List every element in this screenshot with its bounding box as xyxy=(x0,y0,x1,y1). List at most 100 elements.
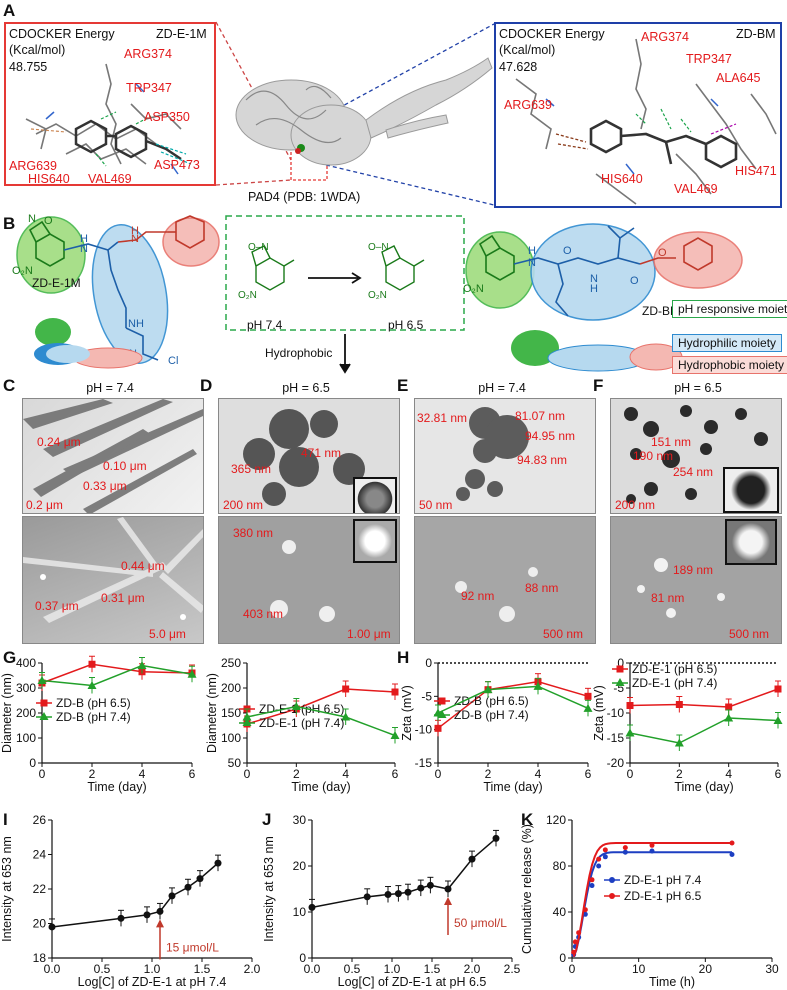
y-tick-label: -20 xyxy=(607,756,625,770)
y-tick-label: -10 xyxy=(415,723,433,737)
data-point xyxy=(394,890,402,898)
y-tick-label: -10 xyxy=(607,706,625,720)
residue-label: VAL469 xyxy=(88,172,132,186)
data-point xyxy=(384,891,392,899)
x-tick-label: 0.5 xyxy=(344,962,361,976)
legend-label: ZD-B (pH 6.5) xyxy=(56,696,131,710)
data-point xyxy=(582,911,588,917)
y-tick-label: -15 xyxy=(607,731,625,745)
compound-name: ZD-E-1M xyxy=(156,27,207,41)
svg-text:O: O xyxy=(630,275,639,287)
tem-image-e-top: 32.81 nm 81.07 nm 94.95 nm 94.83 nm 50 n… xyxy=(414,398,596,514)
data-point xyxy=(773,716,783,724)
data-point xyxy=(571,949,577,955)
svg-text:O: O xyxy=(44,215,53,227)
data-point xyxy=(137,661,147,669)
residue-label: ARG374 xyxy=(124,47,172,61)
y-tick-label: 0 xyxy=(299,951,306,965)
panel-letter-j: J xyxy=(262,810,272,829)
series-line xyxy=(246,705,396,737)
x-tick-label: 2 xyxy=(293,767,300,781)
scale-bar: 500 nm xyxy=(543,627,584,641)
data-point xyxy=(37,676,47,684)
y-axis-label: Diameter (nm) xyxy=(0,673,14,753)
data-point xyxy=(582,907,588,913)
y-tick-label: 0 xyxy=(559,951,566,965)
y-tick-label: -5 xyxy=(421,689,432,703)
chart-g-zd-b-diameter: 0 2 4 6 0 100 200 300 400 Time (day) Diameter (nm)… xyxy=(0,655,197,794)
data-point xyxy=(468,855,476,863)
data-point xyxy=(483,685,493,694)
legend-label: ZD-E-1 pH 6.5 xyxy=(624,889,702,903)
legend-label: ZD-B (pH 7.4) xyxy=(56,710,131,724)
tem-title: pH = 7.4 xyxy=(478,381,526,395)
ph-label: pH 6.5 xyxy=(388,318,424,332)
data-point xyxy=(156,907,164,915)
docking-box-zd-e-1m: CDOCKER Energy (Kcal/mol) 48.755 ZD-E-1M… xyxy=(4,22,216,186)
data-point xyxy=(729,840,735,846)
series-line xyxy=(311,837,497,909)
series-line xyxy=(41,664,193,687)
y-tick-label: 20 xyxy=(293,859,307,873)
docking-pose-zd-bm xyxy=(515,38,777,205)
panel-letter-i: I xyxy=(3,810,8,829)
scale-bar: 50 nm xyxy=(419,498,453,512)
svg-text:H: H xyxy=(590,283,598,295)
svg-text:H: H xyxy=(528,245,536,257)
y-tick-label: 400 xyxy=(16,656,36,670)
x-tick-label: 1.0 xyxy=(144,962,161,976)
chart-h-zd-e-1-zeta: 0 2 4 6 0 -5 -10 -15 -20 Time (day) Zeta (mV) ZD-E-… xyxy=(592,656,783,794)
data-point xyxy=(602,854,608,860)
x-tick-label: 4 xyxy=(342,767,349,781)
scale-bar: 1.00 μm xyxy=(347,627,391,641)
compound-label-zd-e-1m: ZD-E-1M xyxy=(32,276,81,290)
y-tick-label: 150 xyxy=(221,706,241,720)
tem-measurement: 403 nm xyxy=(243,607,284,621)
x-tick-label: 0.0 xyxy=(304,962,321,976)
data-point xyxy=(390,731,400,739)
tem-measurement: 0.44 μm xyxy=(121,559,165,573)
y-tick-label: 120 xyxy=(546,813,566,827)
tem-image-f-top: 151 nm 190 nm 254 nm 200 nm xyxy=(610,398,782,514)
annotation-label: 15 μmol/L xyxy=(166,940,219,954)
x-axis-label: Time (h) xyxy=(649,975,695,989)
residue-label: HIS640 xyxy=(601,172,643,186)
y-tick-label: 0 xyxy=(617,656,624,670)
tem-measurement: 365 nm xyxy=(231,462,272,476)
tem-image-f-bottom: 189 nm 81 nm 500 nm xyxy=(610,516,782,644)
residue-label: ALA645 xyxy=(716,71,761,85)
x-tick-label: 1.0 xyxy=(384,962,401,976)
tem-inset-image xyxy=(353,477,397,513)
tem-measurement: 0.24 μm xyxy=(37,435,81,449)
y-tick-label: 80 xyxy=(553,859,567,873)
x-tick-label: 6 xyxy=(775,767,782,781)
data-point xyxy=(649,842,655,848)
scale-bar: 500 nm xyxy=(729,627,770,641)
energy-unit: (Kcal/mol) xyxy=(499,43,556,57)
data-point xyxy=(583,703,593,712)
y-tick-label: 18 xyxy=(33,951,47,965)
compound-name: ZD-BM xyxy=(736,27,776,41)
data-point xyxy=(576,930,582,936)
data-point xyxy=(342,685,350,693)
legend-label: ZD-E-1 (pH 7.4) xyxy=(259,716,344,730)
data-point xyxy=(625,728,635,737)
x-tick-label: 10 xyxy=(632,962,646,976)
y-tick-label: 10 xyxy=(293,905,307,919)
chart-i-intensity-ph74: 0.0 0.5 1.0 1.5 2.0 18 20 22 24 26 Log[C] of ZD-E-… xyxy=(0,813,261,989)
data-point xyxy=(674,738,684,747)
data-point xyxy=(589,877,595,883)
x-tick-label: 4 xyxy=(535,767,542,781)
svg-text:H: H xyxy=(80,233,88,245)
panel-letter-d: D xyxy=(200,376,213,395)
residue-label: TRP347 xyxy=(126,81,172,95)
y-tick-label: -15 xyxy=(415,756,433,770)
chart-k-cumulative-release: 0 10 20 30 0 40 80 120 Time (h) Cumulative releas… xyxy=(520,813,779,989)
data-point xyxy=(187,669,197,678)
x-tick-label: 0 xyxy=(435,767,442,781)
x-tick-label: 4 xyxy=(139,767,146,781)
data-point xyxy=(214,859,222,867)
residue-label: HIS471 xyxy=(735,164,777,178)
data-point xyxy=(363,893,371,901)
tem-inset-image xyxy=(353,519,397,563)
